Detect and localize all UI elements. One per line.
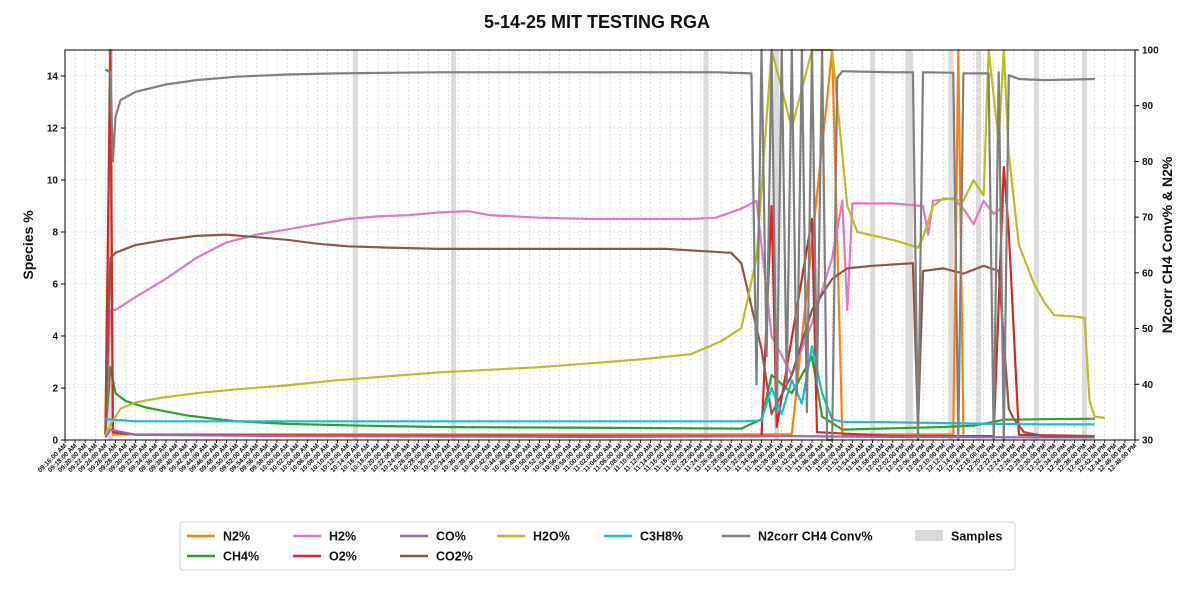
legend-box bbox=[179, 521, 1016, 571]
legend-label-c3h8: C3H8% bbox=[640, 530, 683, 544]
series-line-n2corr-ch4-conv bbox=[104, 48, 1095, 442]
grid bbox=[64, 49, 1136, 441]
y2-tick-label: 40 bbox=[1142, 380, 1154, 391]
sample-band bbox=[870, 50, 876, 440]
sample-band bbox=[451, 50, 457, 440]
y-tick-label: 2 bbox=[52, 384, 58, 395]
y2-tick-label: 80 bbox=[1142, 157, 1154, 168]
legend: N2% CH4% H2% O2% CO% CO2% H2O% C3H8% N2corr CH4 … bbox=[179, 521, 1016, 571]
y-axis-label: Species % bbox=[20, 210, 36, 280]
y-tick-label: 6 bbox=[52, 280, 58, 291]
series-line-h2 bbox=[104, 197, 1005, 435]
legend-label-h2: H2% bbox=[329, 530, 356, 544]
sample-band bbox=[774, 50, 780, 440]
y-tick-label: 4 bbox=[52, 332, 58, 343]
sample-band bbox=[352, 50, 358, 440]
y2-tick-label: 30 bbox=[1142, 436, 1154, 447]
legend-label-co2: CO2% bbox=[436, 550, 473, 564]
y2-tick-label: 60 bbox=[1142, 268, 1154, 279]
legend-label-n2: N2% bbox=[223, 530, 250, 544]
legend-label-co: CO% bbox=[436, 530, 466, 544]
y2-tick-label: 100 bbox=[1142, 46, 1159, 57]
legend-label-o2: O2% bbox=[329, 550, 357, 564]
plot-frame bbox=[64, 49, 1136, 441]
series-line-h2o bbox=[104, 48, 1105, 436]
sample-band bbox=[1082, 50, 1088, 440]
y-tick-label: 8 bbox=[52, 228, 58, 239]
legend-swatch-samples bbox=[915, 530, 943, 541]
sample-band bbox=[948, 50, 954, 440]
y-tick-label: 10 bbox=[47, 176, 59, 187]
legend-label-samples: Samples bbox=[951, 530, 1002, 544]
legend-label-h2o: H2O% bbox=[533, 530, 570, 544]
y-tick-label: 12 bbox=[47, 124, 59, 135]
sample-band bbox=[703, 50, 709, 440]
sample-band bbox=[107, 50, 113, 440]
sample-band bbox=[1034, 50, 1040, 440]
sample-band bbox=[976, 50, 982, 440]
y-tick-label: 0 bbox=[52, 436, 58, 447]
y-tick-label: 14 bbox=[47, 72, 59, 83]
legend-label-n2corr-ch4-conv: N2corr CH4 Conv% bbox=[758, 530, 873, 544]
y2-tick-label: 50 bbox=[1142, 324, 1154, 335]
y2-axis-label: N2corr CH4 Conv% & N2% bbox=[1159, 156, 1175, 333]
series-line-co2 bbox=[104, 233, 1095, 438]
legend-label-ch4: CH4% bbox=[223, 550, 259, 564]
y2-tick-label: 70 bbox=[1142, 213, 1154, 224]
y2-tick-label: 90 bbox=[1142, 101, 1154, 112]
samples-layer bbox=[107, 50, 1088, 440]
series-layer bbox=[104, 48, 1105, 442]
chart-title: 5-14-25 MIT TESTING RGA bbox=[484, 12, 710, 32]
